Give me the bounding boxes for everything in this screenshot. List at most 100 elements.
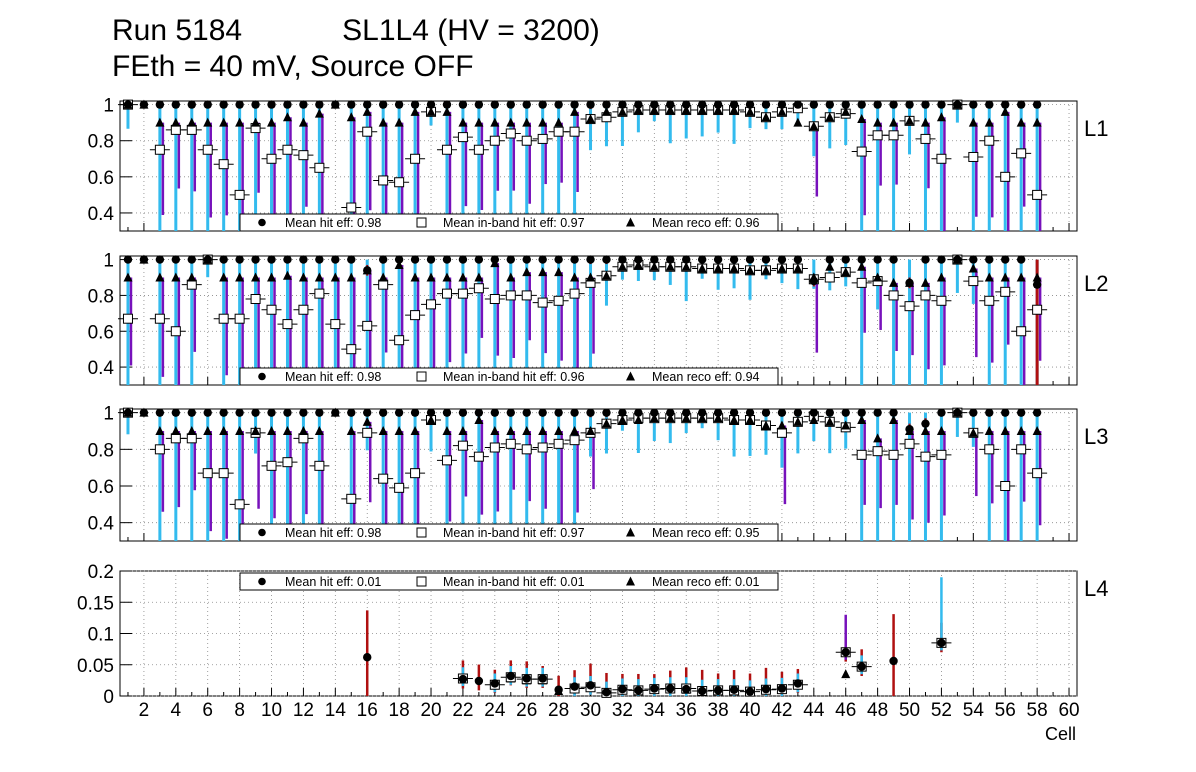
reco-marker — [889, 277, 899, 287]
hit-marker — [554, 685, 563, 694]
reco-marker — [1032, 272, 1042, 282]
hit-marker — [1016, 255, 1026, 264]
reco-marker — [729, 105, 739, 115]
inband-marker — [521, 135, 532, 146]
reco-marker — [155, 117, 165, 127]
reco-marker — [936, 272, 946, 282]
inband-marker — [537, 133, 548, 144]
x-tick-label: 52 — [931, 700, 952, 721]
hit-marker — [219, 100, 228, 109]
reco-marker — [841, 106, 851, 116]
inband-marker — [154, 144, 165, 155]
inband-marker — [122, 313, 133, 324]
inband-marker — [394, 335, 405, 346]
hit-marker — [873, 100, 882, 109]
x-tick-label: 4 — [171, 700, 182, 721]
inband-marker — [920, 133, 931, 144]
hit-marker — [985, 100, 994, 109]
y-tick-label: 0.4 — [88, 358, 115, 379]
hit-marker — [697, 686, 707, 696]
reco-marker — [1032, 426, 1042, 435]
hit-marker — [857, 408, 866, 417]
reco-marker — [282, 270, 292, 280]
hit-marker — [363, 408, 372, 417]
inband-marker — [888, 290, 899, 301]
inband-marker — [505, 290, 516, 301]
hit-marker — [442, 408, 452, 417]
hit-marker — [426, 255, 436, 264]
hit-marker — [825, 408, 834, 417]
reco-marker — [889, 117, 899, 127]
reco-marker — [649, 413, 659, 423]
inband-marker — [330, 319, 341, 330]
reco-marker — [538, 426, 548, 435]
hit-marker — [1016, 408, 1026, 417]
hit-marker — [203, 255, 212, 264]
reco-marker — [235, 272, 245, 282]
reco-marker — [458, 272, 468, 282]
hit-marker — [618, 684, 627, 694]
reco-marker — [617, 261, 627, 271]
x-tick-label: 12 — [293, 700, 314, 721]
inband-marker — [968, 151, 979, 162]
reco-marker — [681, 413, 691, 423]
hit-marker — [506, 255, 515, 264]
inband-marker — [218, 159, 229, 170]
reco-marker — [171, 117, 181, 127]
hit-marker — [602, 100, 611, 109]
reco-marker — [825, 112, 835, 122]
reco-marker — [586, 114, 596, 124]
inband-marker — [170, 433, 181, 444]
inband-marker — [888, 130, 899, 141]
x-tick-label: 60 — [1058, 700, 1079, 721]
hit-marker — [283, 100, 292, 109]
reco-marker — [601, 418, 611, 428]
inband-marker — [202, 468, 213, 479]
hit-marker — [315, 408, 324, 417]
inband-marker — [872, 130, 883, 141]
reco-marker — [665, 413, 675, 423]
hit-marker — [458, 674, 468, 684]
reco-marker — [1000, 272, 1010, 282]
hit-marker — [251, 100, 260, 109]
hit-marker — [219, 255, 228, 264]
hit-marker — [937, 638, 946, 648]
reco-marker — [426, 415, 436, 424]
hit-marker — [490, 100, 500, 109]
reco-marker — [394, 259, 404, 269]
hit-marker — [299, 100, 308, 109]
inband-marker — [170, 326, 181, 337]
reco-marker — [984, 117, 994, 127]
reco-marker — [362, 416, 372, 426]
reco-marker — [378, 426, 388, 435]
reco-marker — [1032, 117, 1042, 127]
hit-marker — [682, 255, 691, 264]
reco-marker — [538, 267, 548, 277]
reco-marker — [761, 420, 771, 430]
hit-marker — [713, 100, 723, 109]
reco-marker — [346, 112, 356, 122]
reco-marker — [314, 272, 324, 282]
reco-marker — [1000, 106, 1010, 116]
hit-marker — [299, 408, 308, 417]
inband-marker — [218, 313, 229, 324]
hit-marker — [474, 408, 484, 417]
hit-marker — [315, 255, 324, 264]
x-tick-label: 54 — [963, 700, 985, 721]
hit-marker — [474, 255, 484, 264]
x-tick-label: 6 — [202, 700, 213, 721]
inband-marker — [346, 493, 357, 504]
reco-marker — [490, 426, 500, 435]
hit-marker — [410, 100, 420, 109]
reco-marker — [745, 106, 755, 116]
inband-marker — [521, 444, 532, 455]
hit-marker — [522, 100, 531, 109]
legend-hit-marker — [258, 577, 266, 586]
inband-marker — [186, 433, 197, 444]
hit-marker — [410, 408, 420, 417]
inband-marker — [856, 146, 867, 157]
reco-marker — [410, 272, 420, 282]
hit-marker — [618, 100, 627, 109]
x-tick-label: 50 — [899, 700, 920, 721]
